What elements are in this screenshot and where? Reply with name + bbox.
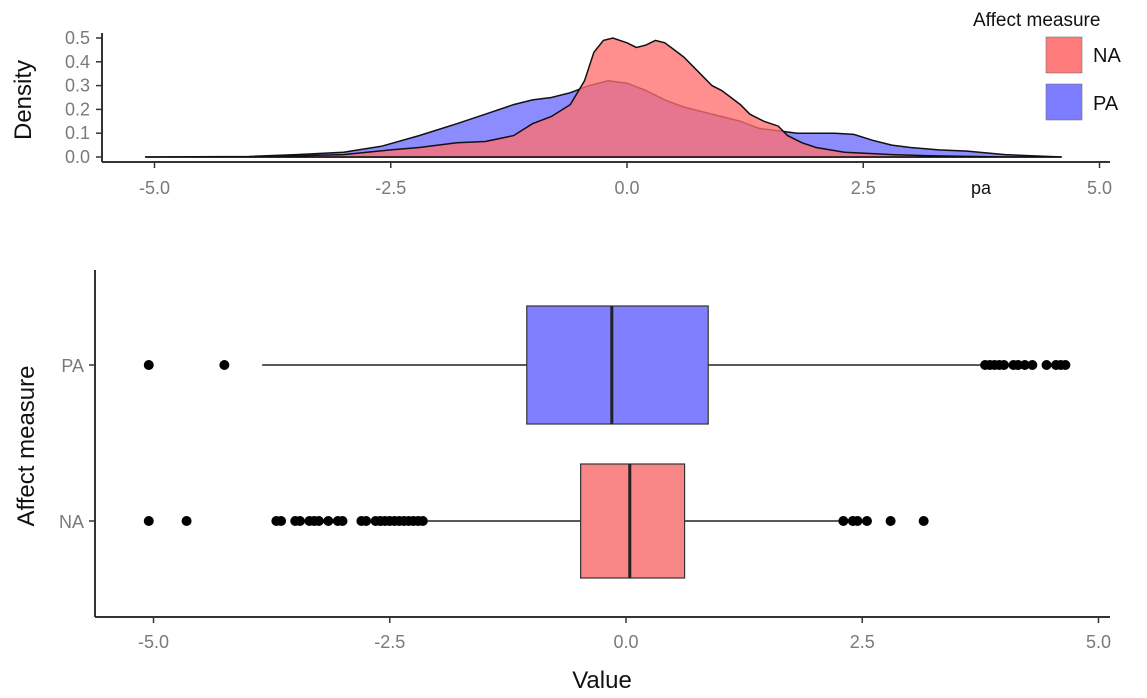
density-x-tick-label: 2.5 [851,178,876,198]
density-y-tick-label: 0.0 [65,147,90,167]
outlier-point-na [417,516,428,526]
boxplot-panel: -5.0 -2.5 0.0 2.5 5.0 PA NA Affect measure Va… [13,270,1111,694]
density-x-axis-label: pa [971,178,992,198]
density-panel: 0.0 0.1 0.2 0.3 0.4 0.5 -5.0 -2.5 0.0 2.5 5.0 Den… [10,28,1112,198]
outlier-point-na [885,516,896,526]
box-na [580,463,686,579]
density-y-tick-label: 0.1 [65,123,90,143]
legend-label-pa: PA [1093,93,1119,115]
density-x-tick-label: 5.0 [1087,178,1112,198]
boxplot-x-ticks: -5.0 -2.5 0.0 2.5 5.0 [138,617,1111,652]
density-y-tick-label: 0.3 [65,76,90,96]
legend-title: Affect measure [973,10,1100,31]
legend: Affect measure NA PA [973,10,1121,121]
density-x-tick-label: -5.0 [139,178,170,198]
outlier-point-na [861,516,872,526]
boxplot-x-tick-label: -5.0 [138,632,169,652]
outlier-point-pa [1019,360,1030,370]
density-area-na [145,37,1062,158]
outlier-point-pa [1027,360,1038,370]
density-y-axis-title: Density [10,60,37,140]
outlier-point-pa [219,360,230,370]
boxplot-y-tick-label: PA [61,356,84,376]
boxplot-x-axis-title: Value [572,667,632,694]
outlier-point-na [313,516,324,526]
legend-label-na: NA [1093,45,1121,67]
outlier-point-pa [1060,360,1071,370]
outlier-point-na [276,516,287,526]
box-pa [526,305,709,425]
boxplot-y-ticks: PA NA [59,356,95,532]
boxplot-x-tick-label: -2.5 [374,632,405,652]
boxplot-marks [143,305,1071,579]
outlier-point-na [294,516,305,526]
outlier-point-na [143,516,154,526]
boxplot-x-tick-label: 5.0 [1086,632,1111,652]
boxplot-x-tick-label: 0.0 [613,632,638,652]
outlier-point-na [361,516,372,526]
outlier-point-pa [143,360,154,370]
density-x-tick-label: -2.5 [375,178,406,198]
density-areas [145,37,1062,158]
density-y-tick-label: 0.4 [65,52,90,72]
outlier-point-na [337,516,348,526]
legend-key-pa [1045,83,1083,121]
outlier-point-na [918,516,929,526]
outlier-point-na [838,516,849,526]
boxplot-x-tick-label: 2.5 [850,632,875,652]
outlier-point-na [323,516,334,526]
density-x-tick-label: 0.0 [614,178,639,198]
density-y-tick-label: 0.2 [65,99,90,119]
legend-key-na [1045,36,1083,74]
outlier-point-na [181,516,192,526]
outlier-point-pa [1041,360,1052,370]
boxplot-y-axis-title: Affect measure [13,366,40,527]
boxplot-y-tick-label: NA [59,512,84,532]
density-y-tick-label: 0.5 [65,28,90,48]
outlier-point-na [852,516,863,526]
density-x-ticks: -5.0 -2.5 0.0 2.5 5.0 [139,162,1112,198]
density-y-ticks: 0.0 0.1 0.2 0.3 0.4 0.5 [65,28,102,167]
outlier-point-pa [999,360,1009,370]
